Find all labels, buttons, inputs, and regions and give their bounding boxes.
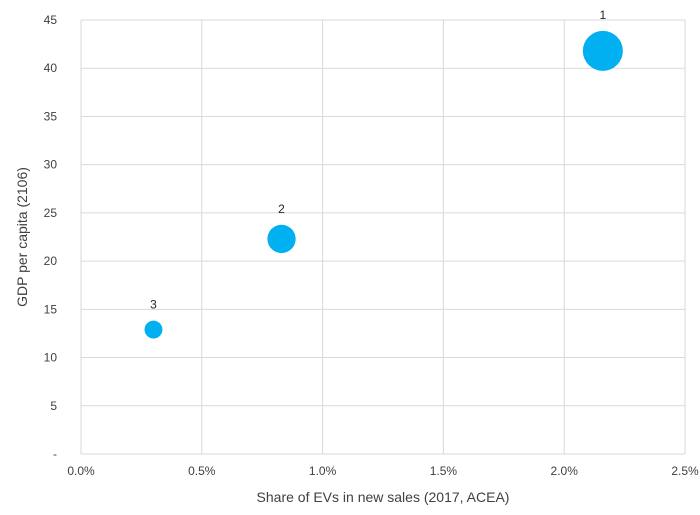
data-label-3: 3 [150, 298, 157, 312]
x-tick-label: 2.0% [551, 464, 579, 478]
bubble-point-1 [582, 30, 623, 71]
gridlines [80, 19, 686, 455]
y-tick-label: 15 [44, 302, 58, 316]
x-tick-label: 0.0% [67, 464, 95, 478]
y-tick-label: 40 [44, 61, 58, 75]
y-tick-label: 35 [44, 109, 58, 123]
y-axis-title: GDP per capita (2106) [14, 167, 30, 307]
y-tick-label: - [53, 447, 57, 461]
y-tick-label: 5 [50, 399, 57, 413]
y-tick-label: 45 [44, 13, 58, 27]
data-label-2: 2 [278, 202, 285, 216]
x-tick-label: 0.5% [188, 464, 216, 478]
x-axis-title: Share of EVs in new sales (2017, ACEA) [257, 489, 510, 505]
bubble-point-3 [144, 320, 163, 339]
x-tick-label: 1.5% [430, 464, 458, 478]
data-points [144, 30, 623, 339]
y-tick-label: 30 [44, 158, 58, 172]
y-tick-label: 20 [44, 254, 58, 268]
data-labels: 1 2 3 [150, 8, 606, 312]
axis-ticks: - 5 10 15 20 25 30 35 40 45 0.0% 0.5% 1.0% 1.5% 2.0% 2.… [44, 13, 699, 478]
bubble-point-2 [267, 224, 296, 254]
y-tick-label: 25 [44, 206, 58, 220]
y-tick-label: 10 [44, 351, 58, 365]
x-tick-label: 1.0% [309, 464, 337, 478]
data-label-1: 1 [600, 8, 607, 22]
x-tick-label: 2.5% [671, 464, 699, 478]
